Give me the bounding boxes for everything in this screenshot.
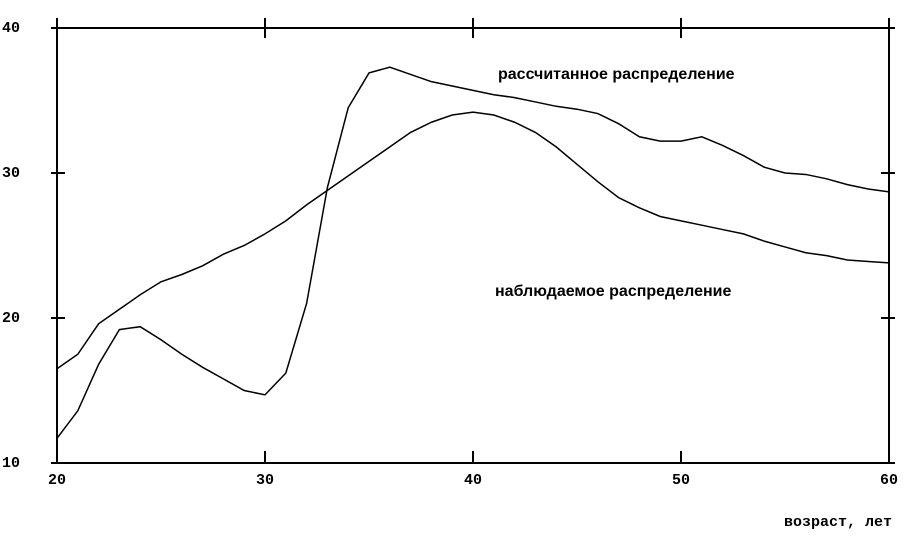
x-axis-label: возраст, лет	[784, 514, 892, 531]
series-annotation: наблюдаемое распределение	[495, 283, 731, 300]
x-tick-label: 30	[256, 472, 274, 489]
series-annotation: рассчитанное распределение	[498, 66, 735, 83]
series-line	[56, 111, 890, 370]
plot-frame	[56, 27, 890, 464]
y-tick-label: 10	[2, 455, 20, 472]
y-tick-label: 40	[2, 20, 20, 37]
y-tick-label: 20	[2, 310, 20, 327]
x-tick-label: 40	[464, 472, 482, 489]
x-tick-label: 20	[48, 472, 66, 489]
y-tick-label: 30	[2, 165, 20, 182]
x-tick-label: 50	[672, 472, 690, 489]
series-line	[56, 66, 890, 439]
x-tick-label: 60	[880, 472, 898, 489]
